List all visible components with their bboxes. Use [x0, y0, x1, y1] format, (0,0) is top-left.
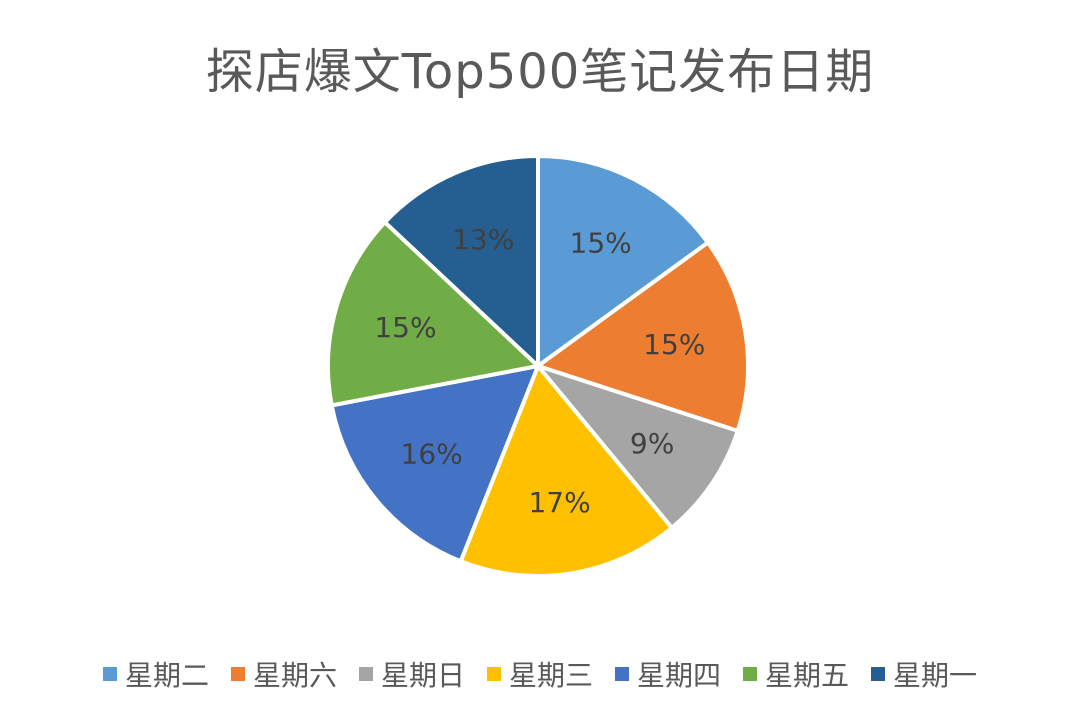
- pie-slice-6: [326, 220, 540, 408]
- legend-item-7: 星期一: [871, 654, 977, 694]
- pie-data-label-4: 17%: [528, 486, 590, 519]
- legend-item-4: 星期三: [486, 654, 593, 694]
- legend-swatch: [102, 667, 117, 681]
- pie-data-labels: 15% 15% 9% 17% 16% 15% 13%: [374, 223, 705, 519]
- legend-swatch: [743, 667, 758, 681]
- legend-label: 星期三: [508, 659, 593, 692]
- legend-item-2: 星期六: [230, 654, 337, 694]
- legend-label: 星期五: [765, 659, 850, 692]
- pie-slice-2: [536, 240, 750, 433]
- legend-label: 星期日: [380, 659, 465, 692]
- chart-legend: 星期二 星期六 星期日 星期三 星期四 星期五 星期一: [0, 650, 1080, 698]
- pie-slice-7: [382, 154, 540, 368]
- legend-swatch: [358, 667, 373, 681]
- pie-data-label-3: 9%: [630, 427, 674, 460]
- pie-data-label-6: 15%: [374, 311, 436, 344]
- legend-label: 星期六: [252, 659, 337, 692]
- legend-swatch: [871, 667, 886, 681]
- pie-data-label-1: 15%: [570, 227, 632, 260]
- pie-slice-4: [458, 364, 674, 578]
- legend-swatch: [486, 667, 501, 681]
- pie-data-label-2: 15%: [643, 328, 705, 361]
- legend-item-1: 星期二: [102, 654, 209, 694]
- pie-slice-1: [536, 154, 710, 368]
- pie-slices: [326, 154, 750, 578]
- legend-item-6: 星期五: [743, 654, 849, 694]
- chart-title: 探店爆文Top500笔记发布日期: [205, 44, 875, 100]
- pie-slice-5: [329, 364, 540, 564]
- legend-item-5: 星期四: [615, 654, 721, 694]
- pie-data-label-5: 16%: [401, 437, 463, 470]
- legend-swatch: [230, 667, 245, 681]
- legend-swatch: [615, 667, 629, 681]
- legend-item-3: 星期日: [358, 654, 465, 694]
- pie-data-label-7: 13%: [452, 223, 514, 256]
- pie-slice-3: [536, 364, 740, 530]
- legend-label: 星期二: [124, 659, 209, 692]
- legend-label: 星期一: [893, 659, 978, 692]
- legend-label: 星期四: [637, 659, 722, 692]
